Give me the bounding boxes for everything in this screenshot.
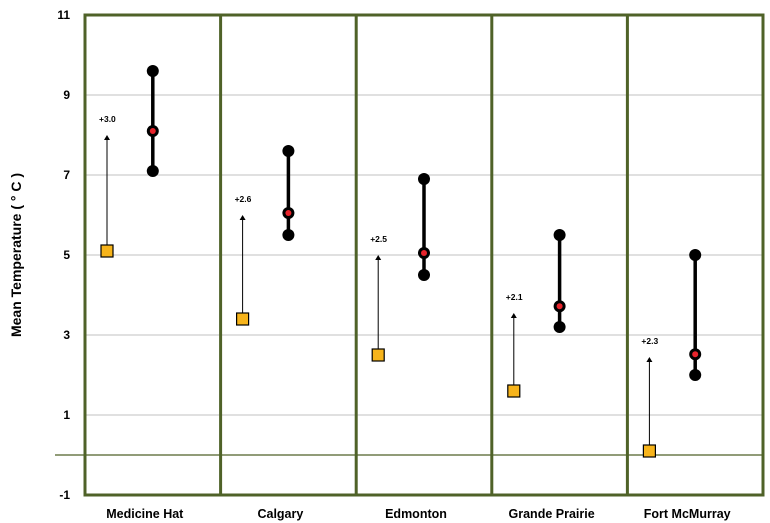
arrow-head — [375, 255, 382, 260]
annotation-background — [368, 234, 395, 245]
plot-frame — [83, 13, 765, 497]
high-point — [418, 173, 430, 185]
square-marker — [100, 244, 114, 258]
arrow-head — [646, 357, 653, 362]
high-point — [553, 229, 566, 241]
y-tick-label: 7 — [63, 168, 70, 182]
arrow-head — [510, 313, 517, 318]
y-tick-label: 11 — [57, 8, 70, 22]
arrow-head — [239, 215, 246, 220]
square-marker — [371, 348, 385, 362]
y-tick-label: 5 — [63, 248, 70, 262]
annotation-background — [639, 336, 666, 347]
y-tick-label: 1 — [63, 408, 70, 422]
y-tick-label: 3 — [63, 328, 70, 342]
square-marker — [507, 384, 521, 398]
data-marks: +3.0 +2.6 +2.5 +2.1 +2.3 — [97, 65, 702, 458]
square-marker — [642, 444, 657, 458]
low-point — [146, 165, 159, 177]
annotation-background — [503, 292, 530, 303]
low-point — [282, 229, 295, 241]
category-panels — [83, 13, 765, 497]
x-category-label: Medicine Hat — [106, 507, 184, 521]
annotation-label: +2.3 — [641, 336, 658, 346]
mean-point — [692, 351, 699, 358]
y-tick-label: -1 — [59, 488, 70, 502]
mean-point — [556, 303, 563, 310]
square-marker — [236, 312, 250, 326]
mean-point — [149, 128, 156, 134]
gridlines — [55, 94, 763, 456]
annotation-label: +3.0 — [99, 114, 116, 124]
low-point — [689, 369, 702, 381]
annotation-background — [97, 114, 123, 125]
low-point — [553, 321, 566, 333]
x-category-label: Grande Prairie — [509, 507, 595, 521]
x-category-label: Calgary — [257, 507, 303, 521]
x-category-labels: Medicine Hat Calgary Edmonton Grande Prairi… — [106, 507, 730, 521]
mean-point — [285, 210, 292, 216]
x-category-label: Fort McMurray — [644, 507, 731, 521]
y-axis-label: Mean Temperature ( ° C ) — [8, 173, 24, 337]
mean-point — [421, 250, 427, 256]
high-point — [689, 249, 702, 261]
y-tick-labels: -1 1 3 5 7 9 11 — [57, 8, 70, 502]
annotation-label: +2.6 — [235, 194, 252, 204]
annotation-label: +2.1 — [506, 292, 523, 302]
annotation-label: +2.5 — [370, 234, 387, 244]
arrow-head — [104, 135, 110, 140]
high-point — [146, 65, 159, 77]
annotation-background — [232, 194, 259, 205]
high-point — [282, 145, 295, 157]
x-category-label: Edmonton — [385, 507, 447, 521]
low-point — [418, 269, 430, 281]
y-tick-label: 9 — [63, 88, 70, 102]
